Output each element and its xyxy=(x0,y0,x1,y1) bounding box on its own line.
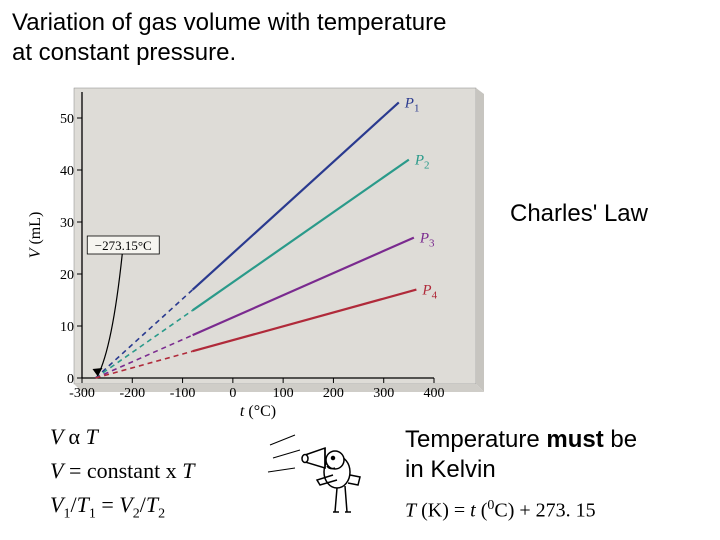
svg-text:30: 30 xyxy=(60,216,74,231)
title-line1: Variation of gas volume with temperature xyxy=(12,9,446,36)
formula-proportional: V α T xyxy=(50,420,194,454)
svg-text:-300: -300 xyxy=(69,386,95,401)
svg-text:-200: -200 xyxy=(119,386,145,401)
svg-text:20: 20 xyxy=(60,268,74,283)
svg-text:300: 300 xyxy=(373,386,394,401)
formula-constant: V = constant x T xyxy=(50,454,194,488)
page-title: Variation of gas volume with temperature… xyxy=(12,8,446,68)
temperature-note: Temperature must be in Kelvin xyxy=(405,425,637,485)
svg-text:0: 0 xyxy=(67,372,74,387)
svg-text:100: 100 xyxy=(273,386,294,401)
charles-law-chart: 0 10 20 30 40 50 -300 -200 -100 0 100 200 300 400 V (m… xyxy=(22,80,492,420)
svg-text:10: 10 xyxy=(60,320,74,335)
megaphone-icon xyxy=(265,420,395,515)
svg-text:40: 40 xyxy=(60,164,74,179)
formulas-block: V α T V = constant x T V1/T1 = V2/T2 xyxy=(50,420,194,525)
title-line2: at constant pressure. xyxy=(12,39,236,66)
kelvin-equation: T (K) = t (0C) + 273. 15 xyxy=(405,498,596,523)
svg-text:-100: -100 xyxy=(170,386,196,401)
law-name: Charles' Law xyxy=(510,200,648,228)
svg-text:50: 50 xyxy=(60,112,74,127)
svg-text:t (°C): t (°C) xyxy=(240,403,276,420)
svg-text:−273.15°C: −273.15°C xyxy=(95,238,152,253)
svg-text:200: 200 xyxy=(323,386,344,401)
formula-ratio: V1/T1 = V2/T2 xyxy=(50,488,194,525)
svg-text:0: 0 xyxy=(229,386,236,401)
svg-text:400: 400 xyxy=(424,386,445,401)
svg-text:V (mL): V (mL) xyxy=(27,212,44,259)
